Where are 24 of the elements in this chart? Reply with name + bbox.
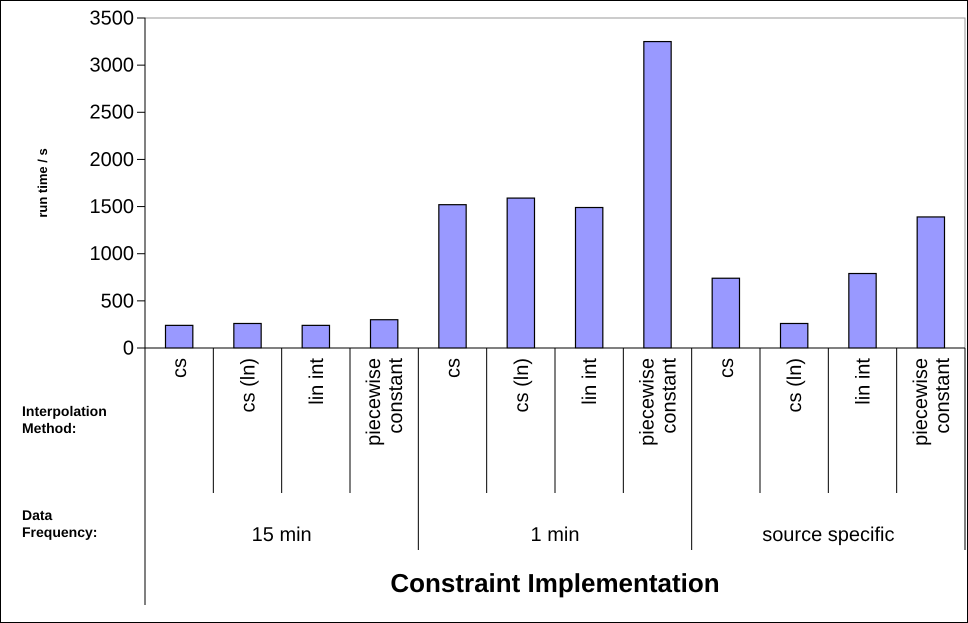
x-tick-label: lin int: [852, 358, 874, 405]
x-tick-label: cs (ln): [238, 358, 260, 412]
x-axis-title: Constraint Implementation: [390, 568, 720, 598]
y-tick-label: 0: [122, 337, 134, 360]
x-tick-label: cs: [716, 358, 738, 378]
x-tick-label: cs: [442, 358, 464, 378]
x-tick-label: lin int: [579, 358, 602, 405]
y-tick-label: 1500: [90, 196, 134, 218]
x-tick-label: cs: [169, 358, 192, 378]
text: Data Frequency:: [22, 507, 98, 540]
x-tick-label: cs (ln): [784, 358, 806, 412]
text: 1 min: [530, 524, 580, 546]
text: 15 min: [252, 524, 312, 546]
x-tick-label: cs (ln): [510, 358, 533, 412]
y-tick-label: 1000: [90, 243, 134, 266]
y-tick-label: 3000: [90, 54, 134, 77]
y-tick-label: 2000: [90, 148, 134, 171]
y-tick-label: 3500: [90, 7, 134, 30]
y-axis-title: run time / s: [35, 148, 50, 218]
text: Interpolation Method:: [22, 403, 107, 436]
x-tick-label: lin int: [306, 358, 328, 405]
y-tick-label: 2500: [90, 102, 134, 124]
source-note: source specific: [762, 524, 894, 546]
y-tick-label: 500: [100, 290, 134, 312]
